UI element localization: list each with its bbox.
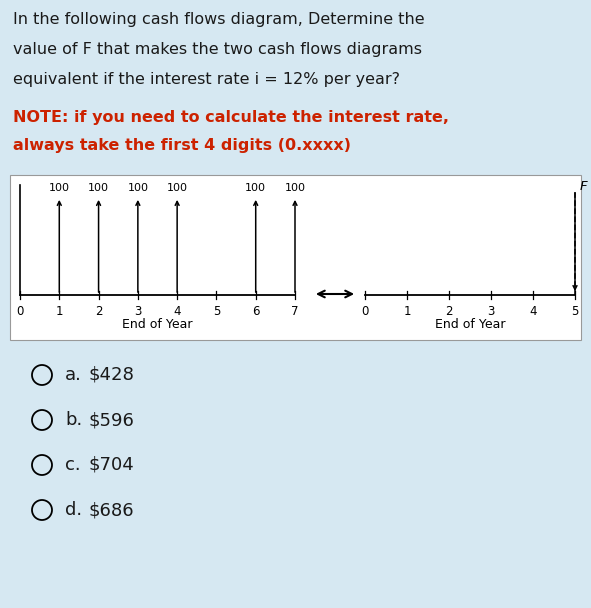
Text: $428: $428 [88,366,134,384]
Text: 100: 100 [88,183,109,193]
Text: 3: 3 [488,305,495,318]
Text: 5: 5 [571,305,579,318]
Text: End of Year: End of Year [122,318,193,331]
Text: $704: $704 [88,456,134,474]
Text: 4: 4 [173,305,181,318]
Text: 4: 4 [530,305,537,318]
Text: value of F that makes the two cash flows diagrams: value of F that makes the two cash flows… [13,42,422,57]
Text: equivalent if the interest rate i = 12% per year?: equivalent if the interest rate i = 12% … [13,72,400,87]
Text: $596: $596 [88,411,134,429]
Text: 1: 1 [56,305,63,318]
Text: NOTE: if you need to calculate the interest rate,: NOTE: if you need to calculate the inter… [13,110,449,125]
Text: always take the first 4 digits (0.xxxx): always take the first 4 digits (0.xxxx) [13,138,351,153]
Text: 2: 2 [445,305,453,318]
Text: In the following cash flows diagram, Determine the: In the following cash flows diagram, Det… [13,12,424,27]
Text: 0: 0 [361,305,369,318]
Text: 6: 6 [252,305,259,318]
Text: 100: 100 [245,183,266,193]
Text: 3: 3 [134,305,142,318]
Text: b.: b. [65,411,82,429]
Text: $686: $686 [88,501,134,519]
Text: c.: c. [65,456,80,474]
Text: 100: 100 [49,183,70,193]
Text: d.: d. [65,501,82,519]
Text: 100: 100 [167,183,188,193]
Text: 100: 100 [284,183,306,193]
Text: 5: 5 [213,305,220,318]
Text: F: F [580,180,587,193]
Text: 7: 7 [291,305,298,318]
Text: 0: 0 [17,305,24,318]
FancyBboxPatch shape [10,175,581,340]
Text: 1: 1 [403,305,411,318]
Text: End of Year: End of Year [435,318,505,331]
Text: 2: 2 [95,305,102,318]
Text: 100: 100 [127,183,148,193]
Text: a.: a. [65,366,82,384]
